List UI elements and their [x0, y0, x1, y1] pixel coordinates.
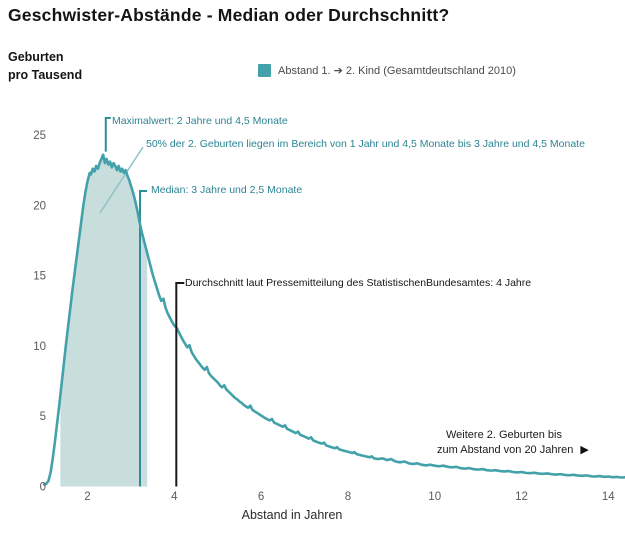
legend-label: Abstand 1. ➔ 2. Kind (Gesamtdeutschland … [278, 65, 516, 77]
x-tick-label: 8 [345, 491, 351, 503]
y-axis-title-line1: Geburten [8, 50, 64, 64]
legend: Abstand 1. ➔ 2. Kind (Gesamtdeutschland … [258, 64, 516, 77]
y-tick-label: 15 [33, 271, 46, 283]
x-tick-label: 10 [428, 491, 441, 503]
annotation-maximum: Maximalwert: 2 Jahre und 4,5 Monate [112, 115, 288, 127]
y-axis-title: Geburten pro Tausend [8, 48, 82, 84]
annotation-more-births: Weitere 2. Geburten bis zum Abstand von … [437, 428, 589, 458]
page-title: Geschwister-Abstände - Median oder Durch… [8, 5, 450, 25]
y-axis-title-line2: pro Tausend [8, 68, 83, 82]
y-tick-label: 0 [40, 482, 46, 494]
y-tick-label: 10 [33, 341, 46, 353]
annotation-50-percent-range: 50% der 2. Geburten liegen im Bereich vo… [146, 138, 585, 150]
y-tick-label: 5 [40, 411, 46, 423]
legend-color-swatch [258, 64, 271, 77]
annotation-more-births-line2: zum Abstand von 20 Jahren ▶ [437, 444, 589, 456]
annotation-median: Median: 3 Jahre und 2,5 Monate [151, 184, 303, 196]
x-tick-label: 4 [171, 491, 178, 503]
y-tick-label: 25 [33, 130, 46, 142]
annotation-more-births-line1: Weitere 2. Geburten bis [446, 429, 562, 441]
x-tick-label: 2 [84, 491, 90, 503]
right-arrow-icon: ▶ [580, 444, 589, 456]
x-tick-label: 14 [602, 491, 615, 503]
x-tick-label: 12 [515, 491, 528, 503]
x-tick-label: 6 [258, 491, 264, 503]
x-axis-title: Abstand in Jahren [241, 508, 343, 522]
annotation-average: Durchschnitt laut Pressemitteilung des S… [185, 277, 532, 289]
y-tick-label: 20 [33, 200, 46, 212]
